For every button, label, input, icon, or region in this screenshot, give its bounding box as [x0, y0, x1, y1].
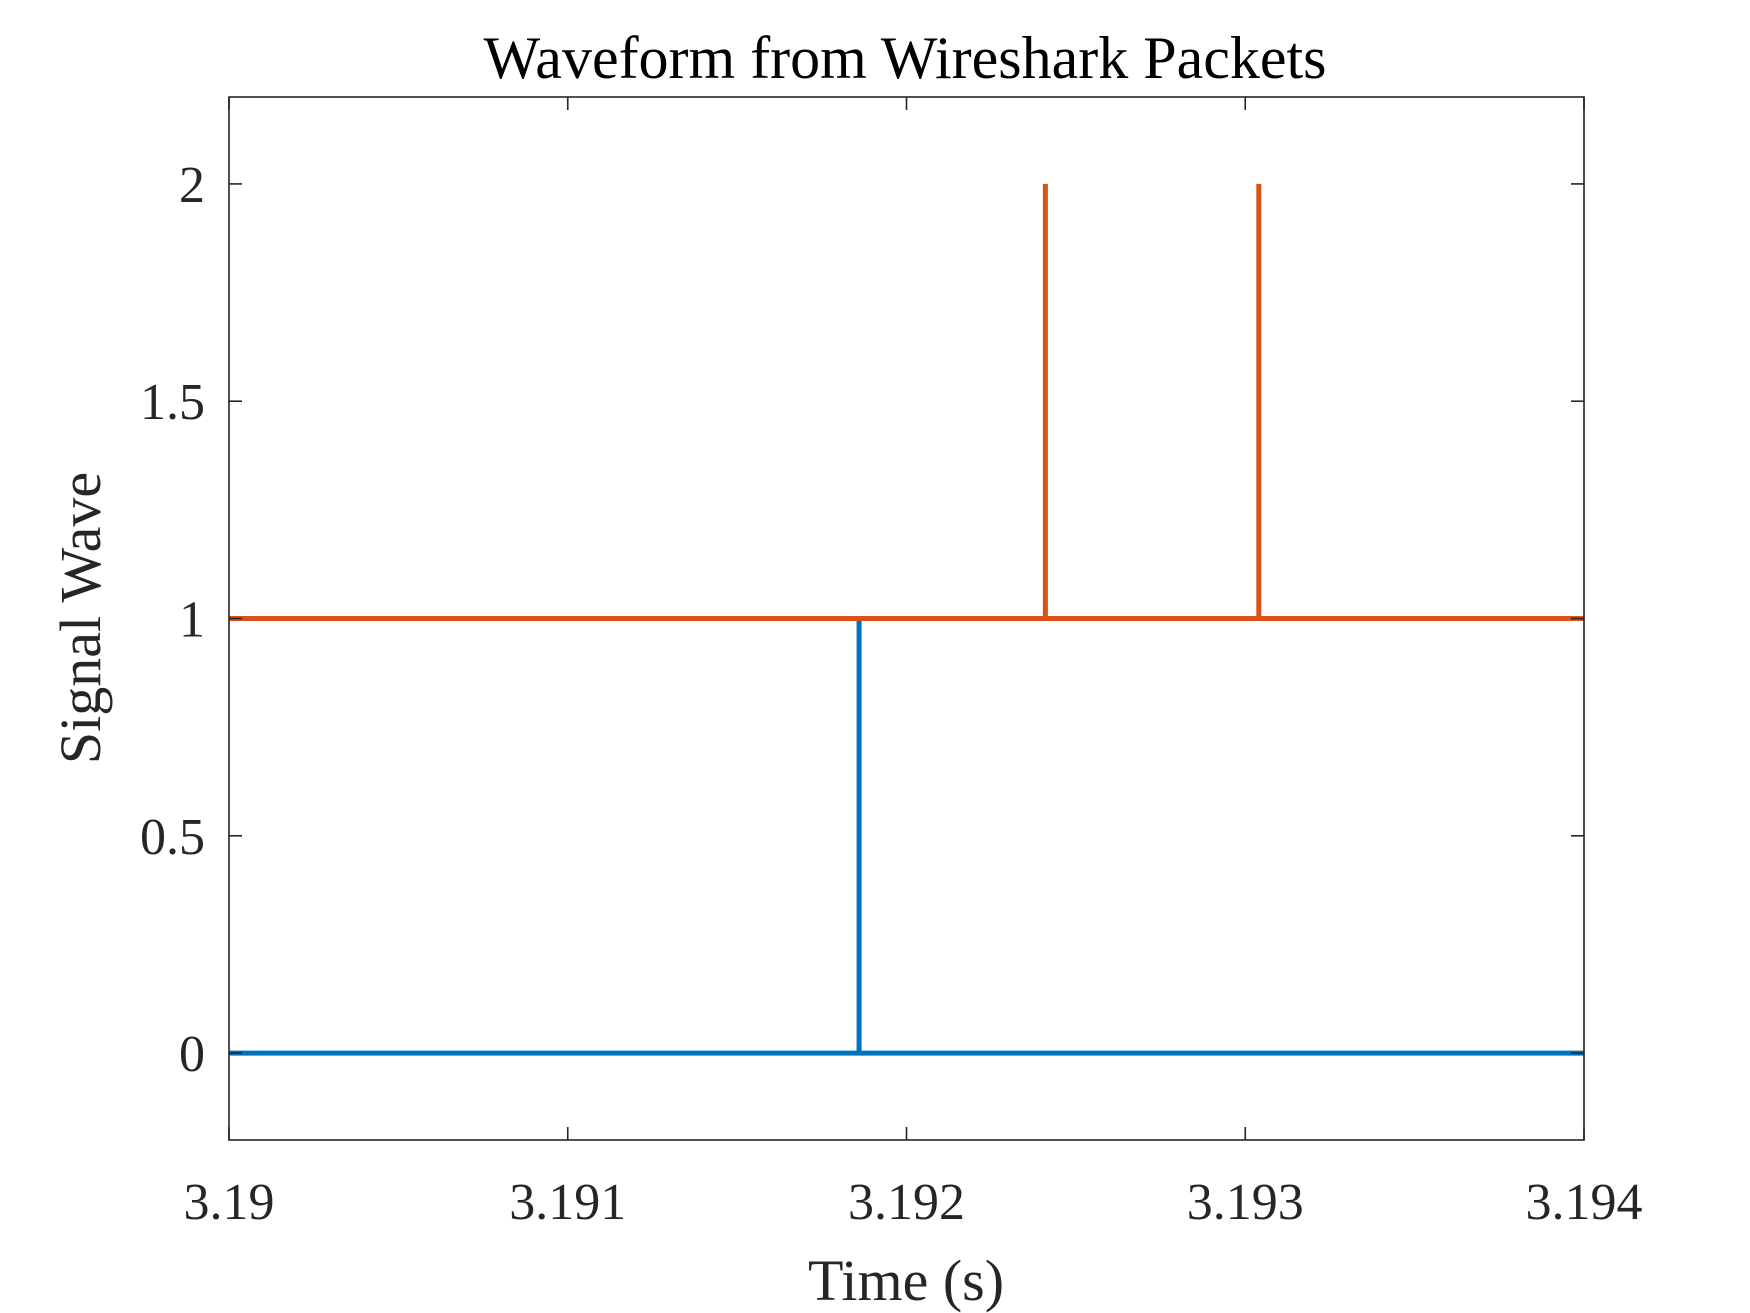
chart-title: Waveform from Wireshark Packets — [483, 25, 1326, 91]
x-tick-label: 3.19 — [184, 1174, 275, 1231]
x-axis-label: Time (s) — [808, 1248, 1004, 1313]
x-tick-label: 3.191 — [509, 1174, 626, 1231]
series-layer — [229, 183, 1584, 1056]
y-tick-label: 1.5 — [140, 374, 205, 431]
y-tick-label: 0.5 — [140, 809, 205, 866]
x-tick-label: 3.192 — [848, 1174, 965, 1231]
series-line-2 — [229, 183, 1584, 621]
y-axis-label: Signal Wave — [48, 472, 113, 764]
tick-layer: 3.19 3.191 3.192 3.193 3.194 0 0.5 1 1.5 2 — [140, 97, 1643, 1231]
y-tick-label: 0 — [179, 1026, 205, 1083]
x-tick-label: 3.194 — [1526, 1174, 1643, 1231]
y-tick-label: 2 — [179, 157, 205, 214]
y-tick-label: 1 — [179, 592, 205, 649]
x-tick-label: 3.193 — [1187, 1174, 1304, 1231]
series-line-1 — [229, 618, 1584, 1056]
